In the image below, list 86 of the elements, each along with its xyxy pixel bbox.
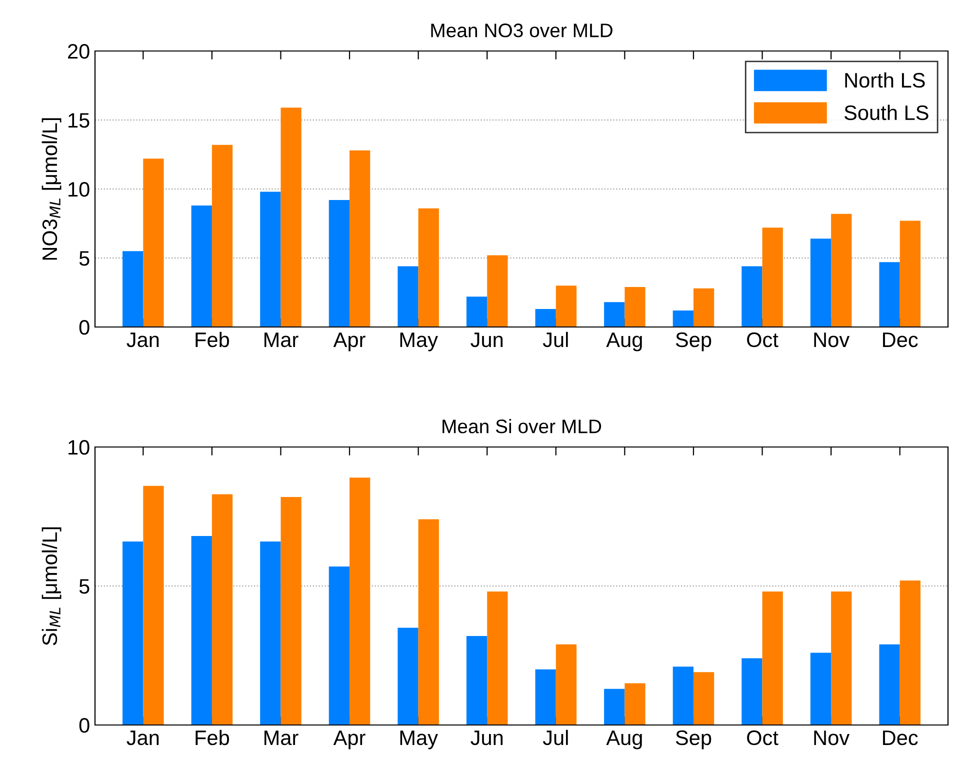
bar xyxy=(900,220,920,327)
y-axis-title: Si$_{ML}$ [μmol/L] xyxy=(42,527,62,646)
x-tick-label: Oct xyxy=(747,730,778,746)
legend-label: South LS xyxy=(844,104,928,120)
x-tick-label: Sep xyxy=(676,730,712,750)
bar xyxy=(418,519,439,725)
bar xyxy=(122,251,144,327)
bar xyxy=(328,200,350,327)
x-tick-label: Mar xyxy=(264,730,298,746)
y-tick-label: 0 xyxy=(79,320,90,335)
bar xyxy=(624,683,646,725)
bar xyxy=(810,238,832,327)
x-tick-label: Feb xyxy=(196,332,230,348)
x-tick-label: Dec xyxy=(883,730,918,746)
y-tick-label: 20 xyxy=(68,44,90,59)
bar xyxy=(191,206,212,327)
bar xyxy=(418,208,439,327)
bar xyxy=(556,286,577,327)
bar xyxy=(122,542,144,725)
x-tick-label: May xyxy=(400,730,438,750)
bar xyxy=(810,652,832,725)
y-tick-label: 10 xyxy=(68,182,90,197)
x-tick-label: Nov xyxy=(814,730,850,746)
bar xyxy=(742,266,762,327)
x-tick-label: Jun xyxy=(470,730,503,746)
chart-title: Mean Si over MLD xyxy=(442,419,602,434)
bar xyxy=(693,672,714,725)
x-tick-label: Aug xyxy=(606,332,642,352)
legend-label: North LS xyxy=(845,72,925,88)
bar xyxy=(398,628,418,725)
bar xyxy=(762,228,783,327)
x-tick-label: Feb xyxy=(196,730,230,746)
bar xyxy=(212,144,233,327)
y-tick-label: 0 xyxy=(79,718,90,733)
x-tick-label: Oct xyxy=(747,332,778,348)
y-tick-label: 5 xyxy=(79,579,90,594)
y-tick-label: 15 xyxy=(68,113,90,128)
x-tick-label: Jun xyxy=(470,332,503,348)
bar xyxy=(879,262,900,327)
bar xyxy=(535,309,556,327)
bar xyxy=(672,666,694,725)
x-tick-label: Apr xyxy=(333,730,366,750)
x-tick-label: Aug xyxy=(606,730,642,750)
bar xyxy=(466,296,488,327)
chart-title: Mean NO3 over MLD xyxy=(431,24,612,38)
bar xyxy=(212,494,233,725)
x-tick-label: Jan xyxy=(126,730,159,746)
bar xyxy=(398,266,418,327)
y-tick-label: 10 xyxy=(68,440,90,455)
y-axis-title: NO3$_{ML}$ [μmol/L] xyxy=(42,118,62,260)
x-tick-label: Jul xyxy=(542,332,568,348)
bar xyxy=(260,542,281,725)
bar xyxy=(280,108,302,327)
bar xyxy=(328,566,350,725)
bar xyxy=(604,302,625,327)
x-tick-label: Sep xyxy=(676,332,712,352)
bar xyxy=(350,478,370,725)
bar xyxy=(831,214,852,327)
x-tick-label: Jan xyxy=(126,332,159,348)
bar xyxy=(672,310,694,327)
x-tick-label: Apr xyxy=(333,332,366,352)
bar xyxy=(900,580,920,725)
x-tick-label: Dec xyxy=(883,332,918,348)
bar xyxy=(556,644,577,725)
bar xyxy=(350,150,370,327)
bar xyxy=(742,658,762,725)
bar xyxy=(831,592,852,725)
y-tick-label: 5 xyxy=(79,251,90,266)
bar xyxy=(260,192,281,327)
bar xyxy=(487,592,508,725)
x-tick-label: Nov xyxy=(814,332,850,348)
x-tick-label: Jul xyxy=(542,730,568,746)
x-tick-label: Mar xyxy=(264,332,298,348)
bar xyxy=(191,536,212,725)
bar xyxy=(693,288,714,327)
bar xyxy=(487,255,508,327)
bar xyxy=(143,486,164,725)
bar xyxy=(535,669,556,725)
bar xyxy=(143,158,164,327)
bar xyxy=(604,688,625,725)
bar xyxy=(624,286,646,327)
x-tick-label: May xyxy=(400,332,438,352)
bar xyxy=(879,644,900,725)
bar xyxy=(466,636,488,725)
bar xyxy=(762,592,783,725)
bar xyxy=(280,497,302,725)
